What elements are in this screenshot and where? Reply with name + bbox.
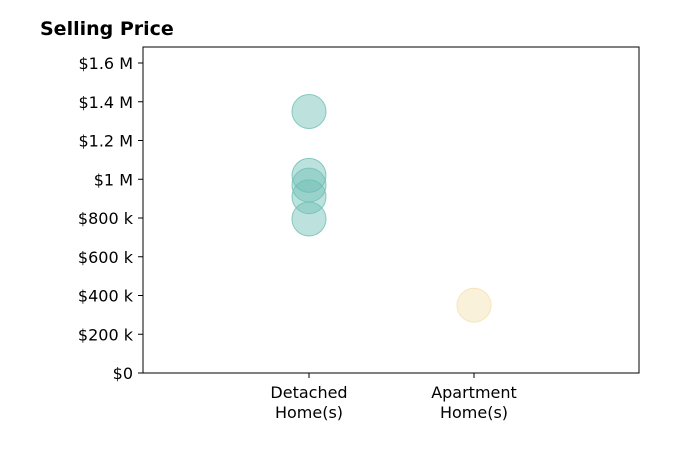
data-point: [291, 179, 327, 215]
x-axis: Detached Home(s) Apartment Home(s): [270, 373, 517, 422]
chart-title: Selling Price: [40, 18, 174, 40]
y-axis: $0 $200 k $400 k $600 k $800 k $1 M $1.2 M $1.4…: [78, 54, 143, 383]
data-point: [291, 201, 327, 237]
y-tick-label: $0: [113, 364, 133, 383]
data-point: [291, 157, 327, 193]
y-tick-label: $1.2 M: [78, 132, 133, 151]
x-tick-label: Apartment Home(s): [431, 383, 517, 422]
y-tick-label: $1 M: [94, 170, 133, 189]
y-tick-label: $200 k: [78, 325, 134, 344]
y-tick-label: $1.6 M: [78, 54, 133, 73]
y-tick-label: $800 k: [78, 209, 134, 228]
y-tick-label: $400 k: [78, 287, 134, 306]
data-points: [291, 93, 492, 323]
data-point: [291, 93, 327, 129]
x-tick-label: Detached Home(s): [270, 383, 347, 422]
y-tick-label: $600 k: [78, 248, 134, 267]
data-point: [456, 287, 492, 323]
y-tick-label: $1.4 M: [78, 93, 133, 112]
plot-area-frame: [142, 46, 640, 374]
